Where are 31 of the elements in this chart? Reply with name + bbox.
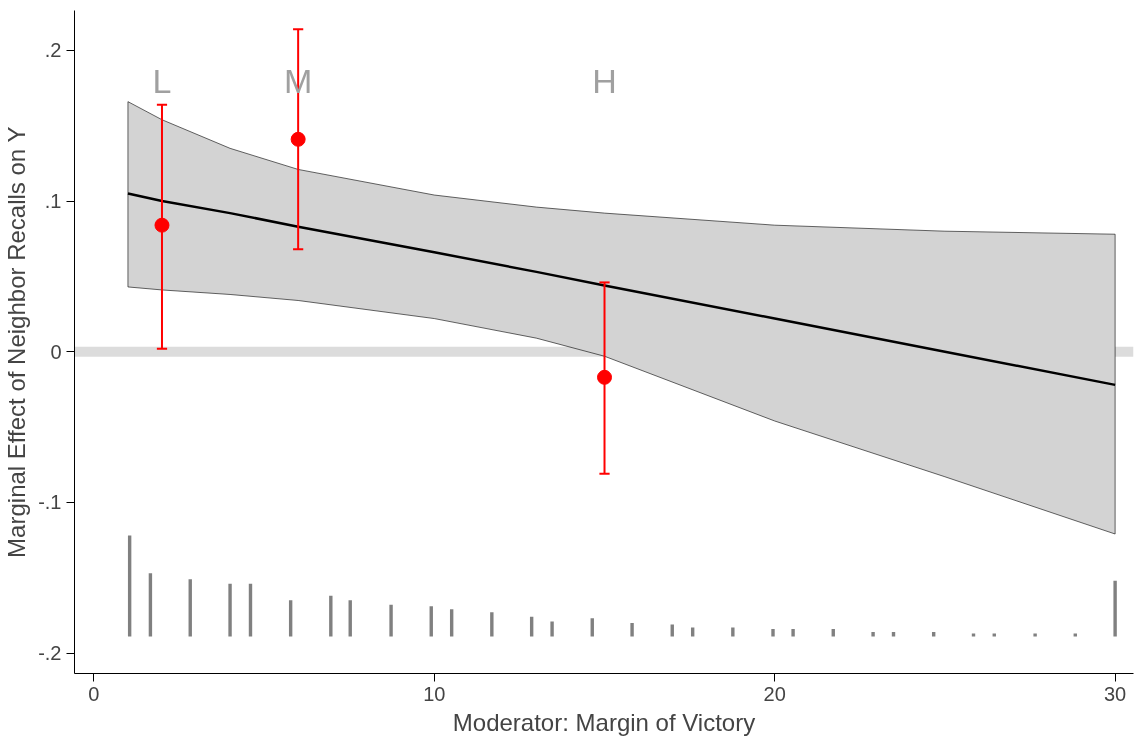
bar	[490, 612, 494, 637]
x-tick-label: 10	[423, 682, 446, 705]
y-tick-label: 0	[50, 340, 62, 363]
point	[154, 217, 170, 233]
bar	[389, 604, 393, 637]
x-axis-title: Moderator: Margin of Victory	[452, 708, 756, 736]
bar	[1033, 633, 1037, 637]
bar	[971, 633, 976, 637]
x-tick-label: 30	[1104, 682, 1127, 705]
annotation: L	[152, 61, 172, 100]
bar	[228, 583, 232, 637]
bar	[791, 628, 795, 637]
bar	[630, 622, 634, 637]
point	[597, 369, 613, 385]
bar	[1073, 633, 1077, 637]
point	[290, 131, 306, 147]
bar	[1113, 580, 1117, 637]
bar	[731, 627, 735, 637]
y-axis-title: Marginal Effect of Neighbor Recalls on Y	[3, 126, 31, 558]
bar	[771, 628, 775, 637]
annotation: H	[592, 61, 617, 100]
x-tick-label: 0	[88, 682, 100, 705]
x-tick-label: 20	[763, 682, 786, 705]
bar	[550, 621, 554, 637]
y-tick-label: -.1	[38, 491, 62, 514]
y-tick-label: -.2	[38, 642, 62, 665]
bar	[992, 633, 996, 637]
y-tick-label: .1	[44, 190, 62, 213]
bar	[329, 595, 333, 637]
bar	[871, 631, 875, 637]
y-tick-label: .2	[44, 39, 62, 62]
